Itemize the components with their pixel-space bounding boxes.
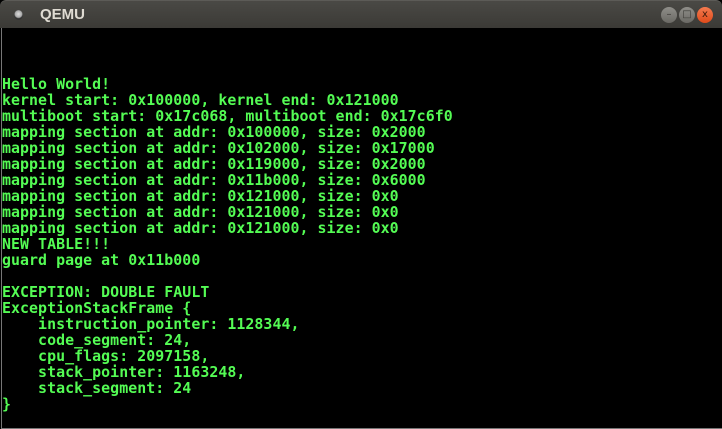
console-line: stack_segment: 24 bbox=[2, 379, 192, 397]
console-line: mapping section at addr: 0x102000, size:… bbox=[2, 139, 435, 157]
maximize-button[interactable]: □ bbox=[679, 7, 695, 23]
title-bar[interactable]: QEMU – □ x bbox=[0, 0, 722, 28]
qemu-app-icon bbox=[14, 10, 23, 20]
console-line: instruction_pointer: 1128344, bbox=[2, 315, 300, 333]
console-line: NEW TABLE!!! bbox=[2, 235, 111, 253]
console-line: mapping section at addr: 0x100000, size:… bbox=[2, 123, 426, 141]
console-line: mapping section at addr: 0x121000, size:… bbox=[2, 187, 399, 205]
console-line: } bbox=[2, 395, 12, 413]
console-line: kernel start: 0x100000, kernel end: 0x12… bbox=[2, 91, 399, 109]
console-line: code_segment: 24, bbox=[2, 331, 192, 349]
close-button[interactable]: x bbox=[697, 7, 713, 23]
console-line bbox=[2, 268, 453, 284]
console-line: guard page at 0x11b000 bbox=[2, 251, 201, 269]
console-line: cpu_flags: 2097158, bbox=[2, 347, 210, 365]
console-line: mapping section at addr: 0x11b000, size:… bbox=[2, 171, 426, 189]
console-line: mapping section at addr: 0x121000, size:… bbox=[2, 219, 399, 237]
console-line: EXCEPTION: DOUBLE FAULT bbox=[2, 283, 210, 301]
console-line: stack_pointer: 1163248, bbox=[2, 363, 246, 381]
console-line: ExceptionStackFrame { bbox=[2, 299, 192, 317]
window-title: QEMU bbox=[40, 6, 85, 23]
console-line: multiboot start: 0x17c068, multiboot end… bbox=[2, 107, 453, 125]
console-output: Hello World! kernel start: 0x100000, ker… bbox=[2, 76, 453, 412]
vm-display[interactable]: Hello World! kernel start: 0x100000, ker… bbox=[1, 28, 722, 429]
console-line: Hello World! bbox=[2, 75, 111, 93]
console-line: mapping section at addr: 0x121000, size:… bbox=[2, 203, 399, 221]
minimize-button[interactable]: – bbox=[661, 7, 677, 23]
console-line: mapping section at addr: 0x119000, size:… bbox=[2, 155, 426, 173]
